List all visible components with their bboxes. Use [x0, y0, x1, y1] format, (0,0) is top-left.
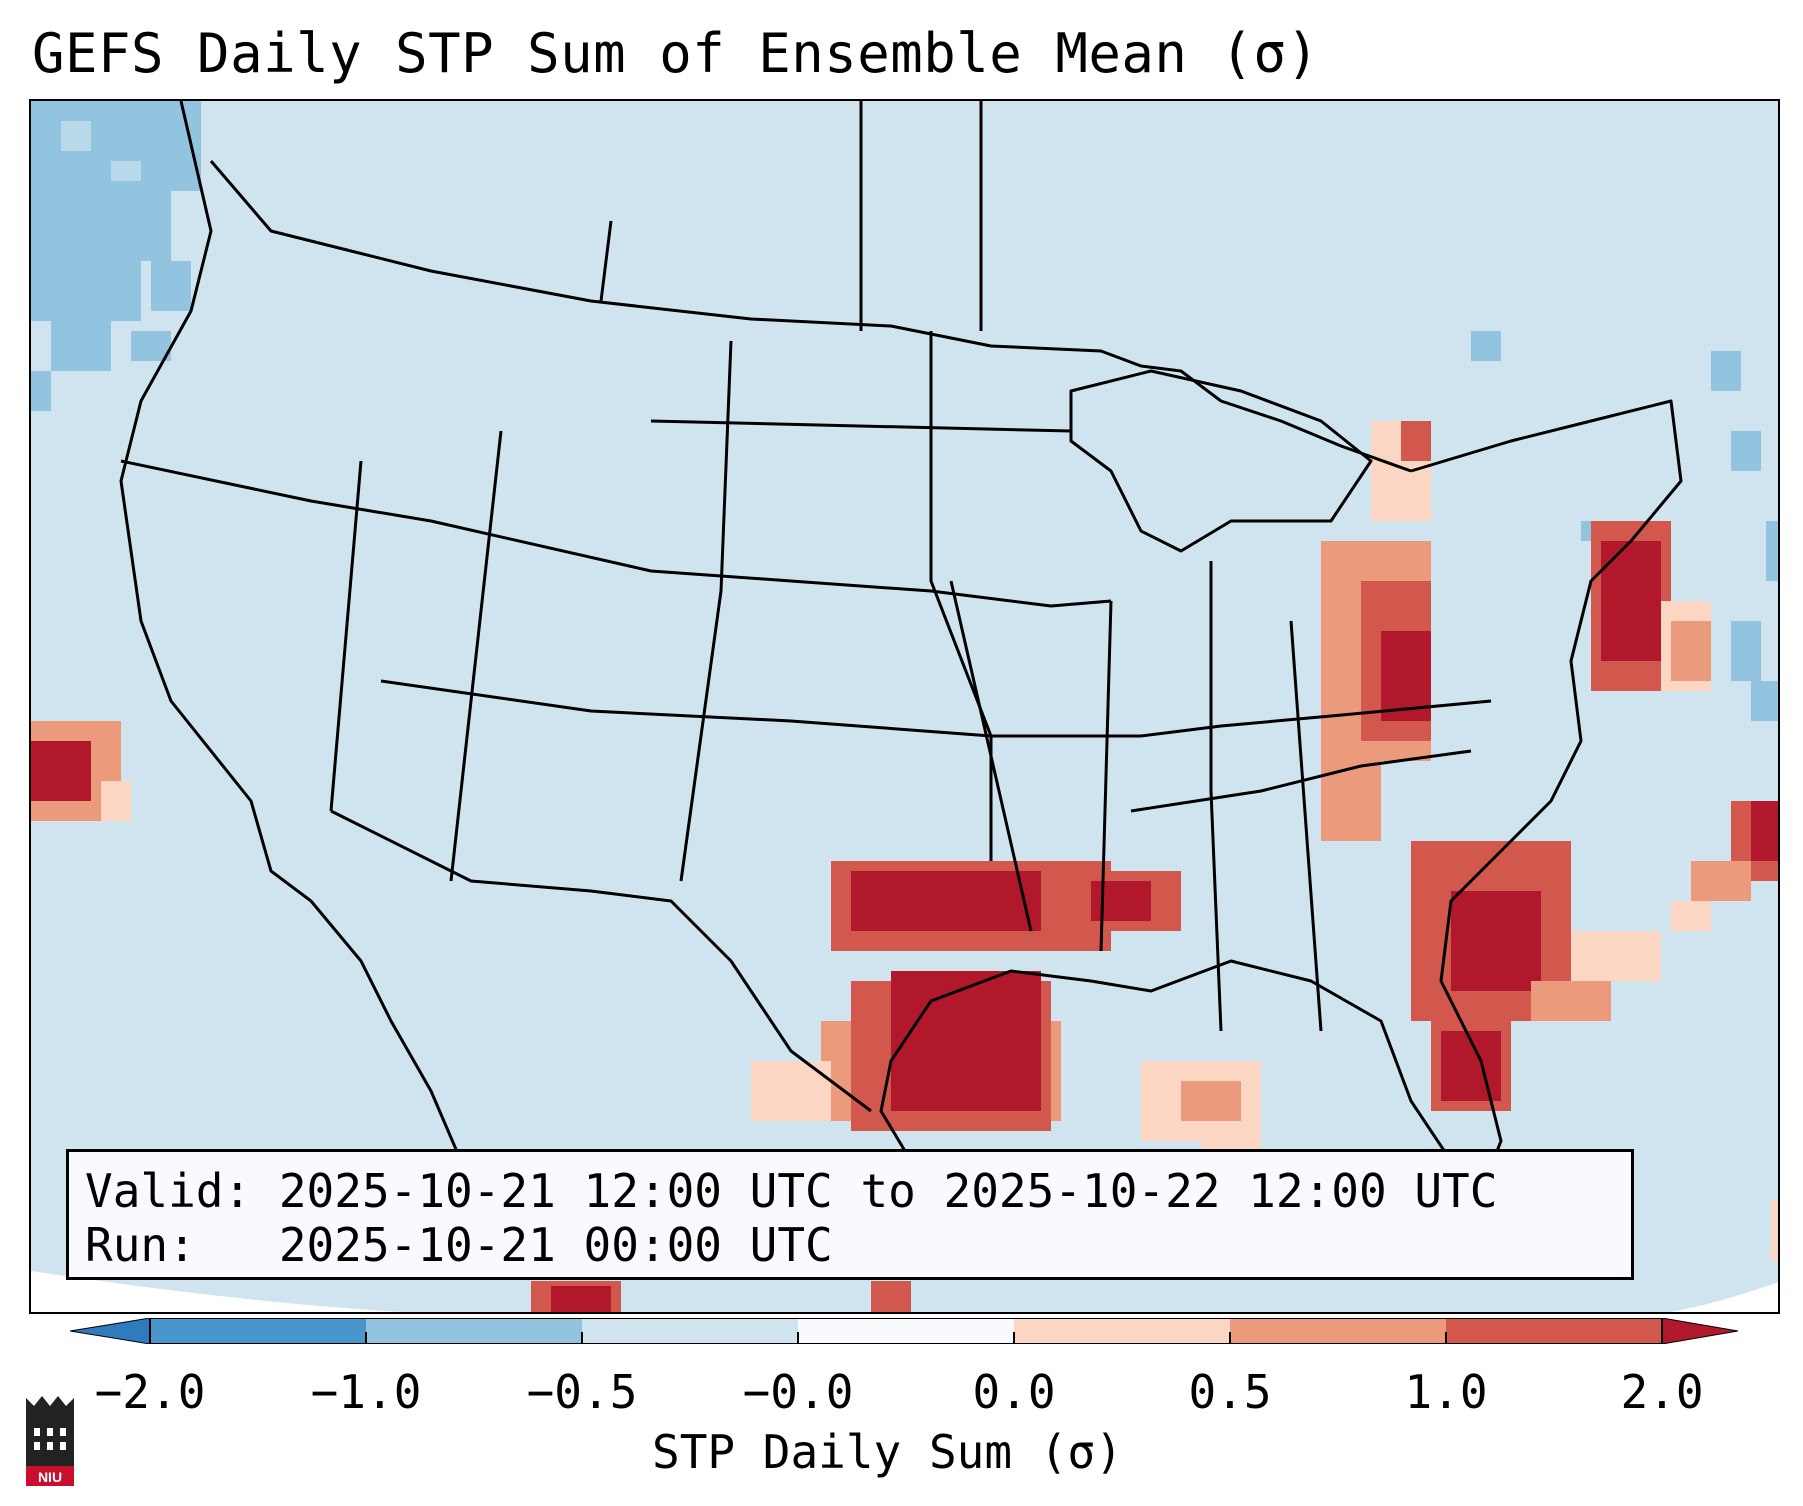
run-time-line: Run: 2025-10-21 00:00 UTC [85, 1218, 833, 1272]
colorbar-segment-5 [1014, 1318, 1230, 1344]
projection-edge-right [1670, 1282, 1778, 1312]
colorbar-tick: 2.0 [1620, 1365, 1704, 1419]
colorbar-tick: −1.0 [310, 1365, 422, 1419]
valid-time-line: Valid: 2025-10-21 12:00 UTC to 2025-10-2… [85, 1164, 1498, 1218]
colorbar-tick: 0.0 [972, 1365, 1056, 1419]
niu-logo-icon: NIU [26, 1396, 74, 1486]
colorbar-segment-4 [798, 1318, 1014, 1344]
anomaly-gulf-offshore [1141, 1061, 1261, 1161]
colorbar-segment-1 [150, 1318, 366, 1344]
colorbar-tick: −2.0 [94, 1365, 206, 1419]
map-svg [31, 101, 1778, 1312]
anomaly-florida-georgia [1411, 841, 1661, 1111]
anomaly-louisiana [1081, 871, 1181, 931]
colorbar-segment-3 [582, 1318, 798, 1344]
colorbar-tick: 1.0 [1404, 1365, 1488, 1419]
projection-edge [31, 1271, 404, 1312]
colorbar-segment-2 [366, 1318, 582, 1344]
colorbar-segment-7 [1446, 1318, 1662, 1344]
colorbar-tick: −0.5 [526, 1365, 638, 1419]
anomaly-new-jersey-coast [1591, 521, 1711, 691]
colorbar-extend-high [1661, 1318, 1738, 1344]
negative-anomaly-pacific-nw [31, 101, 201, 411]
colorbar-tick: −0.0 [742, 1365, 854, 1419]
anomaly-mexico-south [531, 1281, 911, 1312]
anomaly-texas-gulf-coast [751, 861, 1111, 1131]
anomaly-pacific-offshore [31, 721, 131, 821]
logo-text: NIU [38, 1469, 62, 1485]
map-title: GEFS Daily STP Sum of Ensemble Mean (σ) [32, 22, 1320, 85]
colorbar-label: STP Daily Sum (σ) [652, 1425, 1123, 1479]
colorbar [70, 1318, 1738, 1344]
anomaly-atlantic-offshore [1671, 801, 1778, 1261]
boundary-lines [119, 101, 1683, 1193]
colorbar-extend-low [70, 1318, 151, 1344]
colorbar-segment-6 [1230, 1318, 1446, 1344]
anomaly-ohio-valley [1321, 421, 1431, 841]
valid-time-box: Valid: 2025-10-21 12:00 UTC to 2025-10-2… [66, 1149, 1634, 1280]
map-panel [29, 99, 1780, 1314]
colorbar-tick: 0.5 [1188, 1365, 1272, 1419]
